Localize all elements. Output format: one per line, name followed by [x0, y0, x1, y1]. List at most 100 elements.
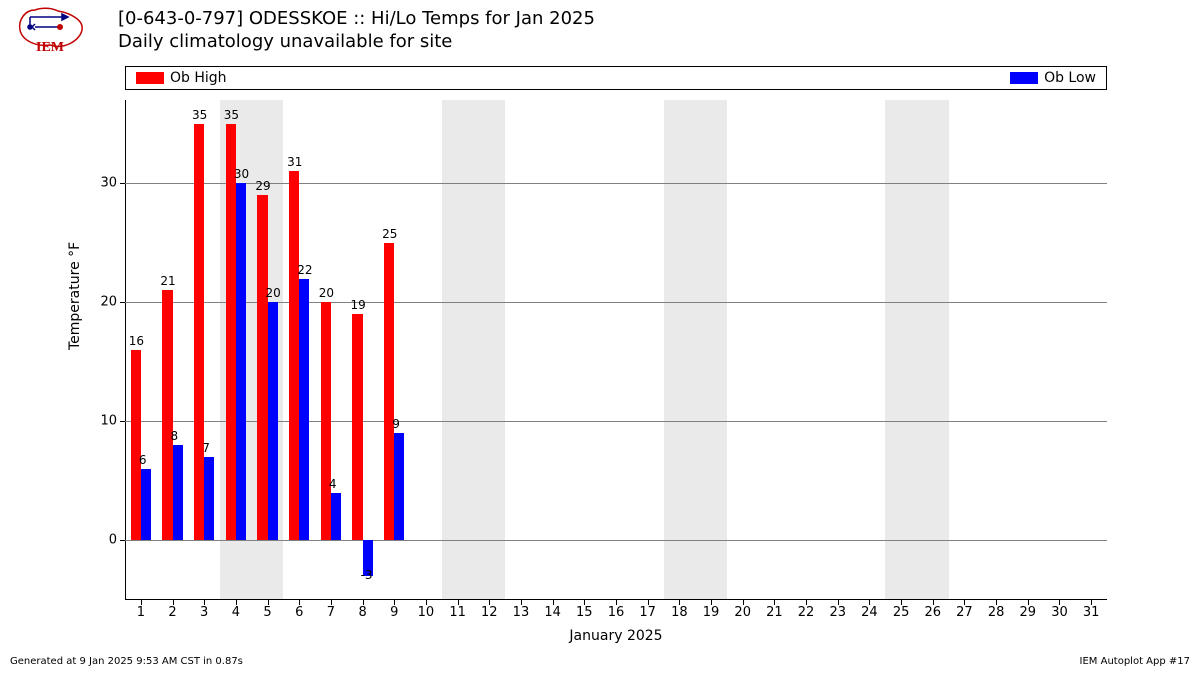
weekend-band — [917, 100, 949, 599]
bar-high — [384, 243, 394, 541]
bar-low — [331, 493, 341, 541]
bar-high — [352, 314, 362, 540]
weekend-band — [695, 100, 727, 599]
bar-high — [226, 124, 236, 541]
weekend-band — [473, 100, 505, 599]
ytick-mark — [120, 540, 125, 541]
bar-low — [299, 279, 309, 541]
chart-container: IEM [0-643-0-797] ODESSKOE :: Hi/Lo Temp… — [0, 0, 1200, 675]
xtick-label: 11 — [449, 605, 466, 620]
bar-value-label: 35 — [192, 108, 207, 122]
gridline — [125, 540, 1107, 541]
footer-app-text: IEM Autoplot App #17 — [1080, 656, 1190, 667]
xtick-label: 25 — [893, 605, 910, 620]
ytick-mark — [120, 421, 125, 422]
bar-high — [257, 195, 267, 540]
bar-low — [204, 457, 214, 540]
xtick-label: 18 — [671, 605, 688, 620]
bar-value-label: -3 — [361, 568, 373, 582]
bar-value-label: 6 — [139, 453, 147, 467]
bar-high — [289, 171, 299, 540]
bar-value-label: 9 — [392, 417, 400, 431]
xtick-label: 12 — [481, 605, 498, 620]
xtick-label: 19 — [703, 605, 720, 620]
ytick-label: 30 — [57, 176, 117, 191]
bar-value-label: 16 — [129, 334, 144, 348]
y-axis-line — [125, 100, 126, 599]
xtick-label: 8 — [358, 605, 366, 620]
x-axis-label: January 2025 — [125, 628, 1107, 644]
chart-subtitle: Daily climatology unavailable for site — [118, 31, 595, 54]
xtick-label: 31 — [1083, 605, 1100, 620]
bar-value-label: 29 — [255, 179, 270, 193]
legend-label-high: Ob High — [170, 70, 227, 86]
xtick-label: 15 — [576, 605, 593, 620]
xtick-label: 30 — [1051, 605, 1068, 620]
y-axis-label: Temperature °F — [67, 242, 83, 350]
xtick-label: 23 — [829, 605, 846, 620]
bar-high — [194, 124, 204, 541]
xtick-label: 1 — [137, 605, 145, 620]
xtick-label: 4 — [232, 605, 240, 620]
weekend-band — [664, 100, 696, 599]
bar-value-label: 7 — [202, 441, 210, 455]
bar-high — [321, 302, 331, 540]
legend-item-high: Ob High — [136, 70, 227, 86]
xtick-label: 22 — [798, 605, 815, 620]
footer-generated-text: Generated at 9 Jan 2025 9:53 AM CST in 0… — [10, 656, 243, 667]
xtick-label: 17 — [639, 605, 656, 620]
xtick-label: 6 — [295, 605, 303, 620]
xtick-label: 10 — [418, 605, 435, 620]
gridline — [125, 183, 1107, 184]
bar-low — [141, 469, 151, 540]
bar-low — [236, 183, 246, 540]
bar-value-label: 21 — [160, 274, 175, 288]
xtick-label: 21 — [766, 605, 783, 620]
legend-item-low: Ob Low — [1010, 70, 1096, 86]
ytick-mark — [120, 183, 125, 184]
xtick-label: 14 — [544, 605, 561, 620]
ytick-label: 0 — [57, 533, 117, 548]
legend-swatch-high — [136, 72, 164, 84]
bar-low — [394, 433, 404, 540]
bar-value-label: 25 — [382, 227, 397, 241]
ytick-label: 20 — [57, 295, 117, 310]
xtick-label: 3 — [200, 605, 208, 620]
bar-high — [162, 290, 172, 540]
bar-value-label: 4 — [329, 477, 337, 491]
xtick-label: 16 — [608, 605, 625, 620]
xtick-label: 27 — [956, 605, 973, 620]
xtick-label: 28 — [988, 605, 1005, 620]
ytick-mark — [120, 302, 125, 303]
chart-title: [0-643-0-797] ODESSKOE :: Hi/Lo Temps fo… — [118, 8, 595, 31]
xtick-label: 13 — [513, 605, 530, 620]
bar-high — [131, 350, 141, 540]
xtick-label: 7 — [327, 605, 335, 620]
xtick-label: 29 — [1020, 605, 1037, 620]
ytick-label: 10 — [57, 414, 117, 429]
bar-value-label: 31 — [287, 155, 302, 169]
xtick-label: 26 — [924, 605, 941, 620]
weekend-band — [885, 100, 917, 599]
legend-label-low: Ob Low — [1044, 70, 1096, 86]
chart-plot-area: 0102030123456789101112131415161718192021… — [125, 100, 1107, 600]
bar-value-label: 35 — [224, 108, 239, 122]
xtick-label: 5 — [263, 605, 271, 620]
xtick-label: 20 — [734, 605, 751, 620]
bar-low — [173, 445, 183, 540]
bar-value-label: 20 — [266, 286, 281, 300]
iem-logo: IEM — [10, 5, 100, 59]
xtick-label: 24 — [861, 605, 878, 620]
chart-title-block: [0-643-0-797] ODESSKOE :: Hi/Lo Temps fo… — [118, 8, 595, 53]
svg-text:IEM: IEM — [36, 40, 64, 55]
bar-value-label: 30 — [234, 167, 249, 181]
bar-value-label: 22 — [297, 263, 312, 277]
bar-value-label: 8 — [171, 429, 179, 443]
chart-legend: Ob High Ob Low — [125, 66, 1107, 90]
bar-value-label: 19 — [350, 298, 365, 312]
weekend-band — [442, 100, 474, 599]
bar-low — [268, 302, 278, 540]
legend-swatch-low — [1010, 72, 1038, 84]
bar-value-label: 20 — [319, 286, 334, 300]
xtick-label: 2 — [168, 605, 176, 620]
